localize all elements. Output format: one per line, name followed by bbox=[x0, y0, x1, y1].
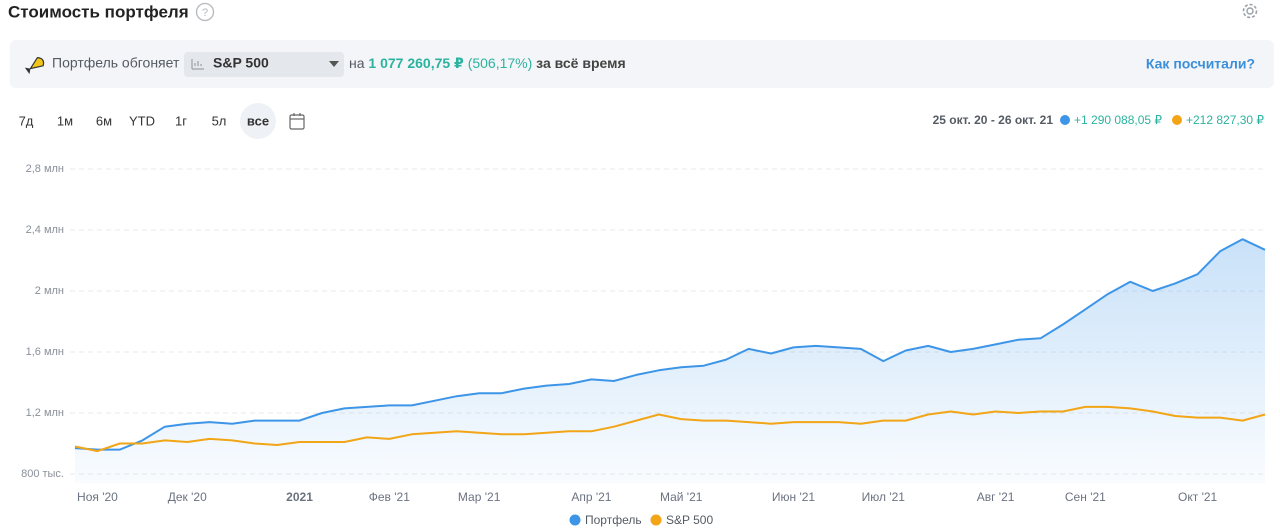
how-link[interactable]: Как посчитали? bbox=[1146, 56, 1255, 72]
period-active-bg[interactable] bbox=[240, 103, 276, 139]
x-tick-label: Апр '21 bbox=[571, 490, 611, 504]
y-tick-label: 1,2 млн bbox=[26, 407, 64, 419]
x-tick-label: Мар '21 bbox=[458, 490, 501, 504]
x-tick-label: Сен '21 bbox=[1065, 490, 1106, 504]
rocket-icon bbox=[24, 56, 45, 75]
x-tick-label: Июл '21 bbox=[862, 490, 906, 504]
amount: 1 077 260,75 ₽ bbox=[368, 55, 464, 71]
x-tick-label: Ноя '20 bbox=[77, 490, 118, 504]
benchmark-select[interactable] bbox=[184, 52, 344, 77]
line bbox=[74, 238, 1266, 451]
settings-icon[interactable] bbox=[1242, 3, 1258, 19]
x-tick-label: Июн '21 bbox=[772, 490, 816, 504]
y-tick-label: 2,8 млн bbox=[26, 163, 64, 175]
y-tick-label: 1,6 млн bbox=[26, 346, 64, 358]
on: на bbox=[349, 55, 365, 71]
y-tick-label: 800 тыс. bbox=[21, 468, 64, 480]
x-tick-label: Окт '21 bbox=[1178, 490, 1218, 504]
period-tab[interactable]: 1м bbox=[57, 113, 73, 128]
calendar-icon[interactable] bbox=[289, 113, 305, 130]
legend-label: Портфель bbox=[585, 513, 642, 527]
banner-text: Портфель обгоняет bbox=[52, 55, 180, 71]
x-tick-label: Авг '21 bbox=[977, 490, 1015, 504]
bench-icon bbox=[191, 59, 204, 70]
line bbox=[74, 405, 1266, 453]
period: за всё время bbox=[536, 55, 625, 71]
benchmark-change: +212 827,30 ₽ bbox=[1186, 113, 1264, 127]
plot: 800 тыс. 1,2 млн 1,6 млн 2 млн 2,4 млн 2,8 мл… bbox=[21, 163, 1266, 527]
period-tab[interactable]: 1г bbox=[175, 113, 187, 128]
range-dates: 25 окт. 20 - 26 окт. 21 bbox=[933, 113, 1054, 127]
legend-label: S&P 500 bbox=[666, 513, 713, 527]
y-tick-label: 2,4 млн bbox=[26, 224, 64, 236]
select-caret[interactable] bbox=[329, 61, 339, 67]
benchmark-dot bbox=[1172, 115, 1182, 125]
percent: (506,17%) bbox=[468, 55, 533, 71]
x-tick-label: Дек '20 bbox=[168, 490, 207, 504]
portfolio-dot bbox=[1060, 115, 1070, 125]
portfolio-change: +1 290 088,05 ₽ bbox=[1074, 113, 1162, 127]
help-icon[interactable]: ? bbox=[195, 2, 215, 22]
period-tab[interactable]: все bbox=[247, 113, 269, 128]
x-tick-label: Май '21 bbox=[660, 490, 703, 504]
period-tab[interactable]: YTD bbox=[129, 113, 155, 128]
y-tick-label: 2 млн bbox=[35, 285, 64, 297]
period-tab[interactable]: 5л bbox=[212, 113, 227, 128]
x-tick-label: 2021 bbox=[286, 490, 313, 504]
period-tabs: 7д 1м 6м YTD 1г 5л все bbox=[19, 103, 276, 139]
benchmark-name[interactable]: S&P 500 bbox=[213, 55, 269, 71]
legend-marker bbox=[650, 514, 662, 526]
legend-marker bbox=[569, 514, 581, 526]
area bbox=[75, 239, 1265, 484]
banner-result: на 1 077 260,75 ₽ (506,17%) за всё время bbox=[349, 55, 626, 71]
period-tab[interactable]: 7д bbox=[19, 113, 34, 128]
x-tick-label: Фев '21 bbox=[369, 490, 410, 504]
title: Стоимость портфеля bbox=[8, 2, 189, 21]
svg-text:?: ? bbox=[202, 7, 208, 19]
period-tab[interactable]: 6м bbox=[96, 113, 112, 128]
